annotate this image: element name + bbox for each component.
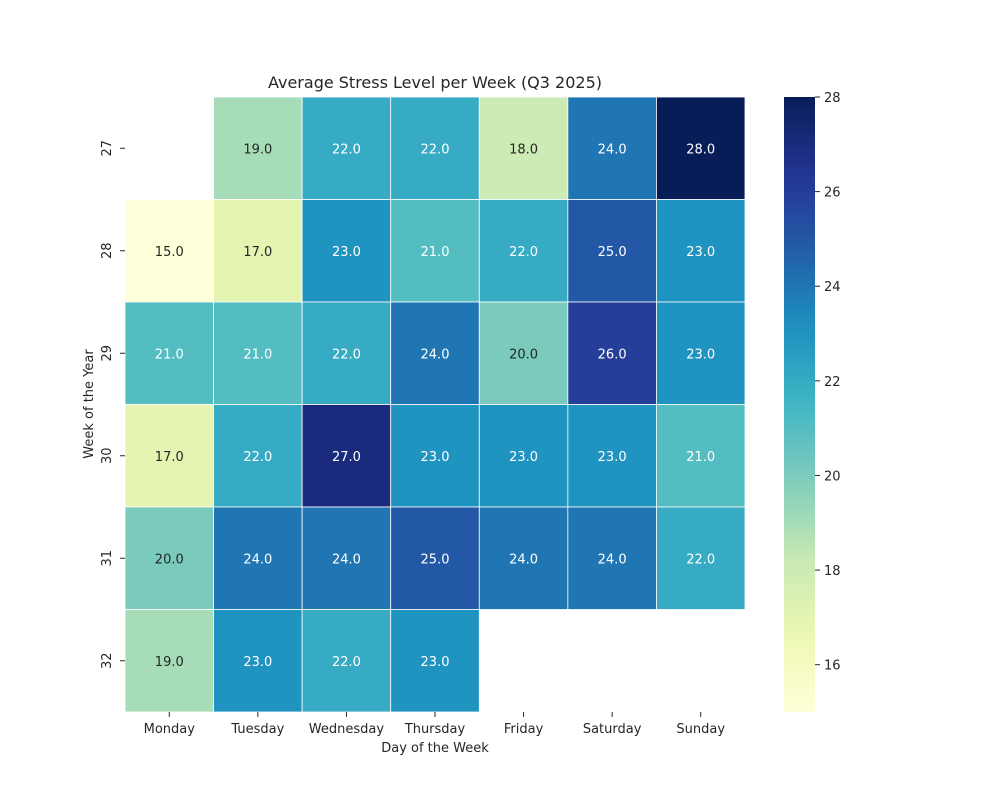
heatmap-cell-label: 21.0 [155,347,184,362]
heatmap-cell [390,609,480,713]
x-tick-label: Monday [144,722,196,737]
heatmap-cell [124,301,214,405]
y-tick-label: 32 [100,652,115,669]
heatmap-cell-label: 21.0 [243,347,272,362]
heatmap-cell-label: 24.0 [598,142,627,157]
heatmap-cell-label: 23.0 [421,655,450,670]
heatmap-cell [213,301,303,405]
heatmap-cell-label: 22.0 [332,142,361,157]
heatmap-cell-label: 19.0 [243,142,272,157]
heatmap-cell [656,96,746,200]
y-axis-ticks: 27 28 29 30 31 32 [100,140,125,669]
x-tick-label: Tuesday [230,722,284,737]
heatmap-cell [567,96,657,200]
heatmap-cell [301,609,392,713]
heatmap-cell-label: 26.0 [598,347,627,362]
heatmap-cell [124,506,214,610]
heatmap-cell-label: 25.0 [421,552,450,567]
heatmap-cell [213,96,303,200]
colorbar-tick-label: 20 [824,469,841,484]
heatmap-cell-label: 23.0 [332,245,361,260]
heatmap-cell [301,404,392,508]
heatmap-cell [213,609,303,713]
colorbar-tick-label: 16 [824,659,841,674]
heatmap-cell-label: 23.0 [421,450,450,465]
heatmap-cell [213,404,303,508]
heatmap-cell [656,301,746,405]
heatmap-cell [390,96,480,200]
y-axis-title: Week of the Year [82,349,97,459]
y-tick-label: 27 [100,140,115,157]
heatmap-cell [656,199,746,303]
heatmap-cell-label: 17.0 [155,450,184,465]
y-tick-label: 29 [100,345,115,362]
heatmap-cells [124,96,746,713]
x-tick-label: Friday [504,722,544,737]
colorbar-tick-label: 18 [824,564,841,579]
chart-title: Average Stress Level per Week (Q3 2025) [268,73,602,92]
heatmap-cell-label: 28.0 [686,142,715,157]
heatmap-cell-label: 20.0 [509,347,538,362]
heatmap-cell [656,506,746,610]
colorbar-tick-label: 22 [824,375,841,390]
colorbar-tick-label: 24 [824,280,841,295]
x-tick-label: Saturday [583,722,642,737]
x-axis-ticks: Monday Tuesday Wednesday Thursday Friday Satu… [144,712,725,737]
colorbar-tick-label: 28 [824,91,841,106]
heatmap-cell [301,301,392,405]
heatmap-cell [124,609,214,713]
heatmap-cell-label: 23.0 [686,245,715,260]
heatmap-cell-label: 24.0 [598,552,627,567]
heatmap-cell-label: 24.0 [421,347,450,362]
heatmap-cell [478,404,569,508]
heatmap-cell-label: 24.0 [332,552,361,567]
heatmap-cell-label: 23.0 [509,450,538,465]
heatmap-cell-label: 22.0 [421,142,450,157]
heatmap-cell-label: 22.0 [509,245,538,260]
x-tick-label: Thursday [404,722,466,737]
heatmap-cell-label: 25.0 [598,245,627,260]
heatmap-cell-label: 22.0 [332,347,361,362]
heatmap-cell-label: 23.0 [243,655,272,670]
heatmap-cell-label: 24.0 [509,552,538,567]
x-tick-label: Wednesday [309,722,385,737]
colorbar-tick-label: 26 [824,186,841,201]
heatmap-cell-label: 22.0 [686,552,715,567]
heatmap-cell-label: 20.0 [155,552,184,567]
heatmap-cell [390,506,480,610]
colorbar: 16 18 20 22 24 26 28 [784,91,841,712]
y-tick-label: 30 [100,447,115,464]
heatmap-cell-label: 27.0 [332,450,361,465]
heatmap-cell-label: 24.0 [243,552,272,567]
heatmap-cell [390,199,480,303]
heatmap-cell-label: 23.0 [598,450,627,465]
y-tick-label: 31 [100,550,115,567]
x-tick-label: Sunday [676,722,725,737]
x-axis-title: Day of the Week [381,741,489,756]
heatmap-cell-label: 22.0 [332,655,361,670]
heatmap-cell-label: 19.0 [155,655,184,670]
heatmap-cell-label: 15.0 [155,245,184,260]
heatmap-cell-label: 22.0 [243,450,272,465]
y-tick-label: 28 [100,242,115,259]
heatmap-cell [567,199,657,303]
heatmap-cell [478,301,569,405]
heatmap-cell-label: 17.0 [243,245,272,260]
heatmap-cell [567,301,657,405]
heatmap-cell [213,506,303,610]
heatmap-cell-label: 18.0 [509,142,538,157]
heatmap-cell [656,404,746,508]
colorbar-gradient [784,97,815,712]
heatmap-cell [478,96,569,200]
heatmap-cell-label: 21.0 [421,245,450,260]
heatmap-cell [301,96,392,200]
heatmap-cell-labels: 19.0 22.0 22.0 18.0 24.0 28.0 15.0 17.0 23.0 21.0… [155,142,715,670]
heatmap-cell [213,199,303,303]
heatmap-cell [390,301,480,405]
heatmap-cell-label: 21.0 [686,450,715,465]
heatmap-cell [124,404,214,508]
heatmap-cell-label: 23.0 [686,347,715,362]
